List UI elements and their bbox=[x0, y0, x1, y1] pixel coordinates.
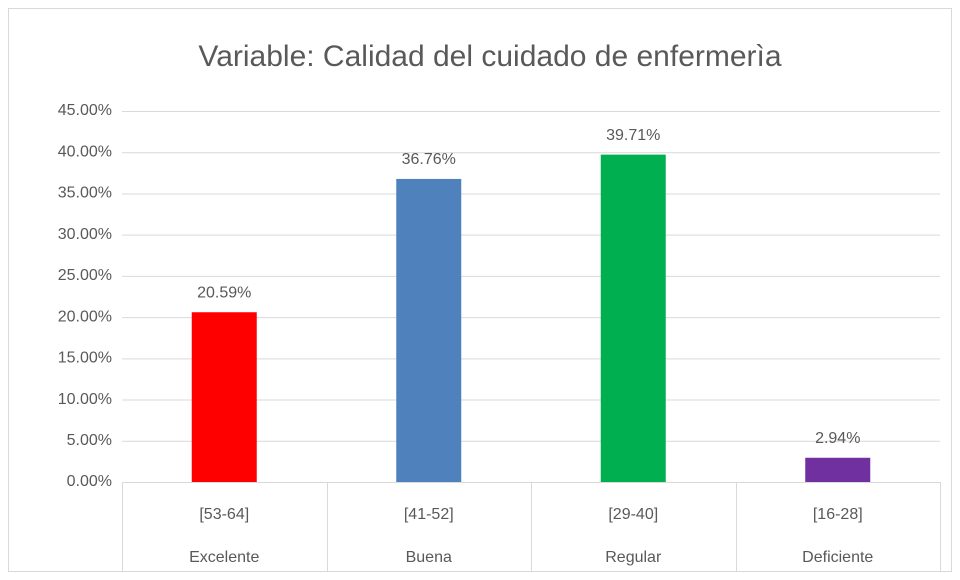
x-group-label: Regular bbox=[605, 549, 662, 566]
chart-border bbox=[8, 8, 952, 572]
x-tick-label: [16-28] bbox=[813, 506, 863, 523]
data-label: 20.59% bbox=[197, 284, 251, 301]
bar bbox=[805, 457, 871, 482]
y-tick-label: 5.00% bbox=[67, 432, 112, 449]
bar bbox=[191, 312, 257, 482]
x-tick-label: [53-64] bbox=[199, 506, 249, 523]
chart-title: Variable: Calidad del cuidado de enferme… bbox=[198, 40, 781, 73]
y-tick-label: 20.00% bbox=[58, 308, 112, 325]
x-tick-label: [29-40] bbox=[608, 506, 658, 523]
y-tick-label: 0.00% bbox=[67, 473, 112, 490]
x-tick-label: [41-52] bbox=[404, 506, 454, 523]
bar bbox=[396, 178, 462, 483]
x-group-label: Excelente bbox=[189, 549, 259, 566]
bar bbox=[600, 154, 666, 483]
x-group-label: Deficiente bbox=[802, 549, 873, 566]
y-tick-label: 30.00% bbox=[58, 226, 112, 243]
x-group-label: Buena bbox=[406, 549, 452, 566]
data-label: 2.94% bbox=[815, 430, 860, 447]
y-tick-label: 15.00% bbox=[58, 350, 112, 367]
y-tick-label: 40.00% bbox=[58, 143, 112, 160]
data-label: 39.71% bbox=[606, 127, 660, 144]
y-tick-label: 45.00% bbox=[58, 102, 112, 119]
y-tick-label: 35.00% bbox=[58, 185, 112, 202]
y-tick-label: 10.00% bbox=[58, 391, 112, 408]
y-tick-label: 25.00% bbox=[58, 267, 112, 284]
data-label: 36.76% bbox=[402, 151, 456, 168]
